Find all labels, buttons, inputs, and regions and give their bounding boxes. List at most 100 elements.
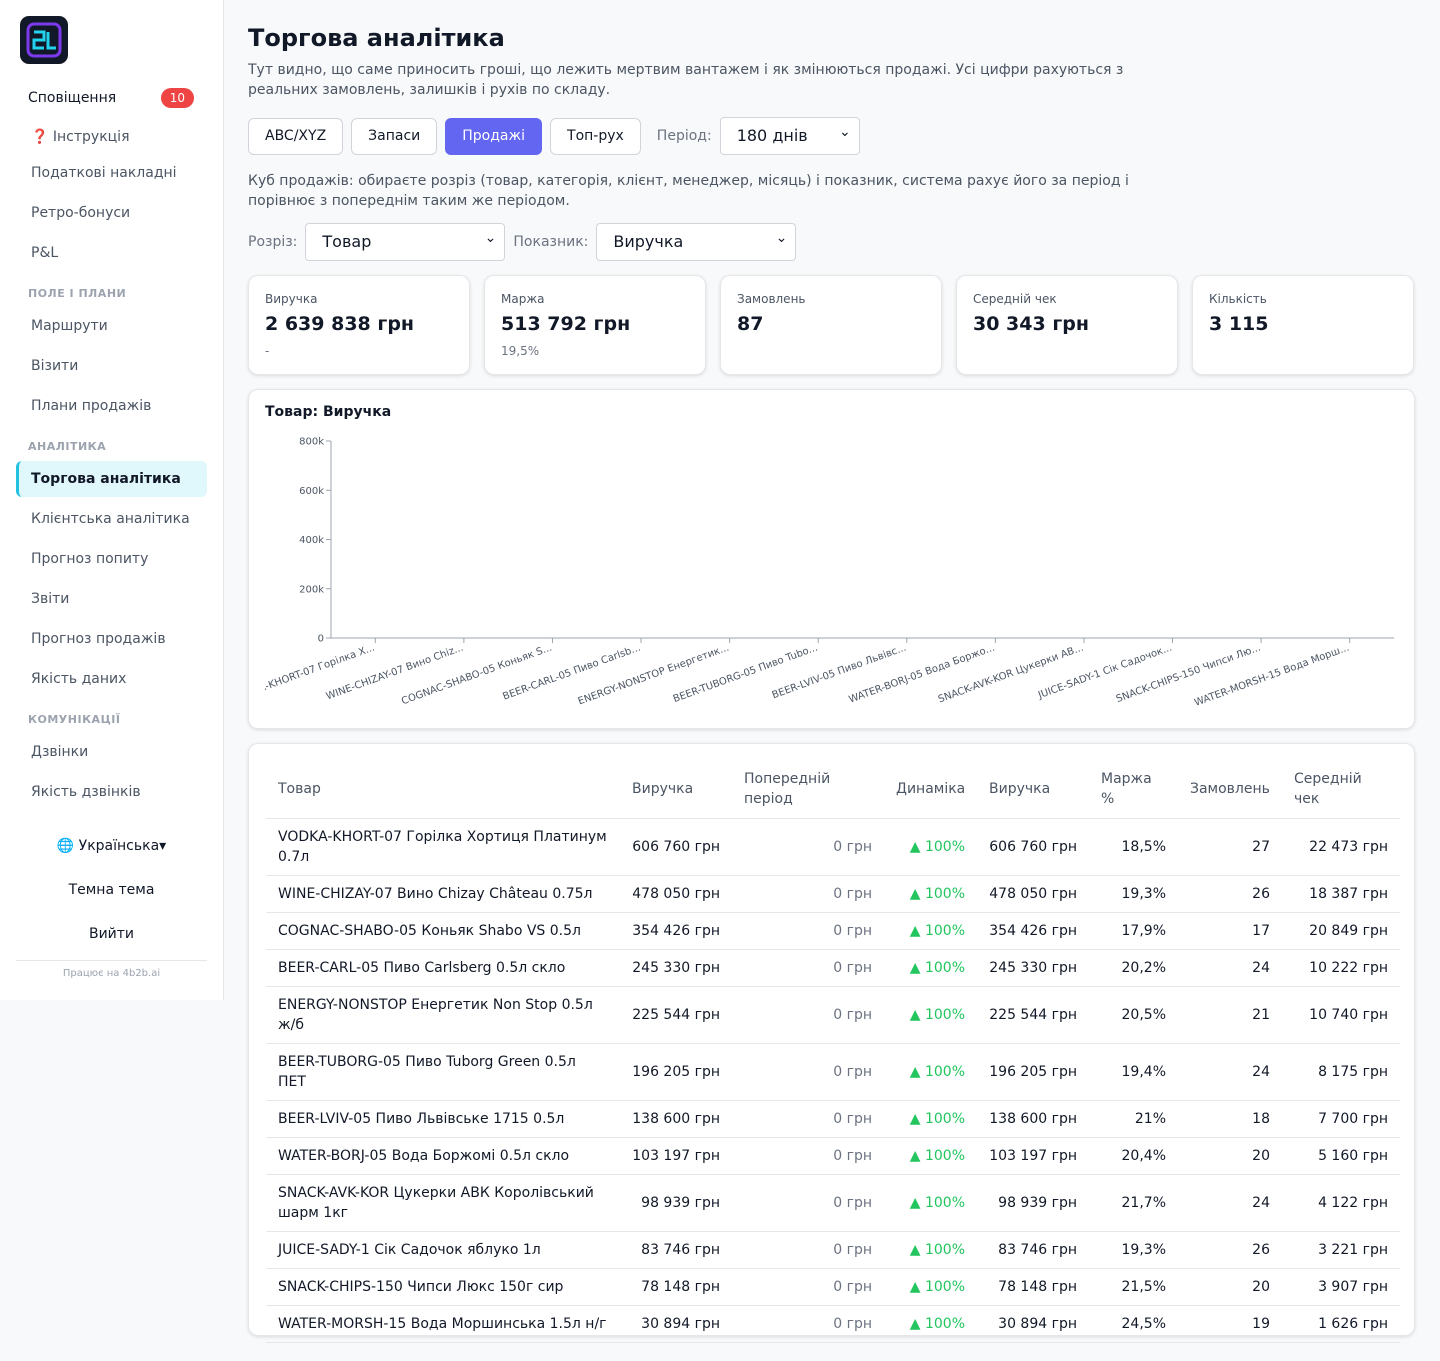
table-cell: 19,4% bbox=[1089, 1043, 1178, 1101]
table-row: WINE-CHIZAY-07 Вино Chizay Château 0.75л… bbox=[266, 875, 1400, 913]
kpi-value: 2 639 838 грн bbox=[265, 313, 415, 335]
table-cell: 83 746 грн bbox=[620, 1231, 732, 1269]
table-cell: ▲ 100% bbox=[884, 1043, 977, 1101]
table-cell: COGNAC-SHABO-05 Коньяк Shabo VS 0.5л bbox=[266, 912, 620, 950]
table-cell: 0 грн bbox=[732, 1231, 884, 1269]
nav-item[interactable]: Плани продажів bbox=[31, 398, 152, 414]
divider bbox=[16, 960, 207, 961]
kpi-card: Виручка 2 639 838 грн - bbox=[248, 275, 470, 375]
cube-controls: Розріз: Товар Показник: Виручка bbox=[248, 220, 797, 261]
table-cell: 26 bbox=[1178, 1231, 1282, 1269]
table-cell: 0 грн bbox=[732, 1174, 884, 1232]
nav-item[interactable]: ❓ Інструкція bbox=[31, 129, 130, 145]
nav-item[interactable]: P&L bbox=[31, 245, 59, 261]
cube-description: Куб продажів: обираєте розріз (товар, ка… bbox=[248, 173, 1129, 209]
table-cell: 103 197 грн bbox=[977, 1137, 1089, 1175]
x-tick-label: SNACK-CHIPS-150 Чипси Лю... bbox=[1115, 642, 1262, 705]
nav-item[interactable]: Маршрути bbox=[31, 318, 108, 334]
theme-toggle[interactable]: Темна тема bbox=[68, 882, 155, 898]
table-cell: 0 грн bbox=[732, 1100, 884, 1138]
table-cell: ▲ 100% bbox=[884, 986, 977, 1044]
kpi-value: 3 115 bbox=[1209, 313, 1269, 335]
table-cell: 225 544 грн bbox=[620, 986, 732, 1044]
table-cell: 19,3% bbox=[1089, 875, 1178, 913]
table-cell: JUICE-SADY-1 Сік Садочок яблуко 1л bbox=[266, 1231, 620, 1269]
table-cell: 98 939 грн bbox=[620, 1174, 732, 1232]
nav-section-title: ПОЛЕ І ПЛАНИ bbox=[28, 287, 127, 300]
language[interactable]: 🌐 Українська▾ bbox=[56, 838, 167, 854]
slice-select[interactable]: Товар bbox=[305, 220, 506, 261]
table-row: COGNAC-SHABO-05 Коньяк Shabo VS 0.5л 354 … bbox=[266, 912, 1400, 950]
period-select[interactable]: 180 днів bbox=[719, 114, 860, 155]
nav-item[interactable]: Якість даних bbox=[31, 671, 127, 687]
x-tick-label: VODKA-KHORT-07 Горілка Х... bbox=[265, 642, 376, 705]
tab[interactable]: Продажі bbox=[445, 117, 543, 155]
sidebar-actions: 🌐 Українська▾ Темна тема Вийти bbox=[16, 826, 207, 958]
nav-item[interactable]: Звіти bbox=[31, 591, 70, 607]
kpi-row: Виручка 2 639 838 грн - Маржа 513 792 грн 19,… bbox=[248, 275, 1414, 375]
table-cell: 196 205 грн bbox=[620, 1043, 732, 1101]
page-description: Тут видно, що саме приносить гроші, що л… bbox=[248, 62, 1124, 98]
kpi-label: Середній чек bbox=[973, 292, 1057, 306]
table-cell: 20,5% bbox=[1089, 986, 1178, 1044]
nav-item[interactable]: Дзвінки bbox=[31, 744, 89, 760]
table-cell: SNACK-AVK-KOR Цукерки АВК Королівський ш… bbox=[266, 1174, 620, 1232]
period-label: Період: bbox=[656, 128, 712, 144]
nav-item[interactable]: Податкові накладні bbox=[31, 165, 177, 181]
table-cell: 103 197 грн bbox=[620, 1137, 732, 1175]
nav-item[interactable]: Прогноз попиту bbox=[31, 551, 149, 567]
footer: Працює на 4b2b.ai bbox=[62, 968, 161, 979]
nav-item[interactable]: Прогноз продажів bbox=[31, 631, 166, 647]
kpi-label: Виручка bbox=[265, 292, 318, 306]
y-tick-label: 0 bbox=[318, 634, 324, 645]
nav-item[interactable]: Якість дзвінків bbox=[31, 784, 141, 800]
table-row: BEER-TUBORG-05 Пиво Tuborg Green 0.5л ПЕ… bbox=[266, 1043, 1400, 1101]
chart: Товар: Виручка 0 200k 400k 600k 800k VODKA-KH… bbox=[265, 404, 1394, 709]
nav-item[interactable]: Клієнтська аналітика bbox=[31, 511, 190, 527]
table-cell: 606 760 грн bbox=[620, 818, 732, 876]
metric-select[interactable]: Виручка bbox=[596, 220, 797, 261]
table-cell: 22 473 грн bbox=[1282, 818, 1400, 876]
table-row: BEER-CARL-05 Пиво Carlsberg 0.5л скло 245… bbox=[266, 949, 1400, 987]
table-cell: 138 600 грн bbox=[977, 1100, 1089, 1138]
table-cell: ▲ 100% bbox=[884, 875, 977, 913]
table-cell: 478 050 грн bbox=[977, 875, 1089, 913]
tab[interactable]: ABC/XYZ bbox=[248, 117, 344, 155]
nav-item[interactable]: Візити bbox=[31, 358, 79, 374]
table-cell: BEER-TUBORG-05 Пиво Tuborg Green 0.5л ПЕ… bbox=[266, 1043, 620, 1101]
column-header: Маржа % bbox=[1089, 761, 1178, 819]
table-cell: 245 330 грн bbox=[977, 949, 1089, 987]
table-cell: 0 грн bbox=[732, 986, 884, 1044]
chart-title: Товар: Виручка bbox=[265, 404, 391, 420]
tab[interactable]: Запаси bbox=[351, 117, 438, 155]
column-header: Динаміка bbox=[884, 761, 977, 819]
nav-item[interactable]: Ретро-бонуси bbox=[31, 205, 131, 221]
table-cell: 5 160 грн bbox=[1282, 1137, 1400, 1175]
table-cell: 0 грн bbox=[732, 1268, 884, 1306]
table-cell: 17,9% bbox=[1089, 912, 1178, 950]
table-header: Товар Виручка Попередній період Динаміка Вир… bbox=[266, 761, 1400, 819]
table-cell: 0 грн bbox=[732, 912, 884, 950]
table-cell: 606 760 грн bbox=[977, 818, 1089, 876]
table-cell: WINE-CHIZAY-07 Вино Chizay Château 0.75л bbox=[266, 875, 620, 913]
table-cell: ENERGY-NONSTOP Енергетик Non Stop 0.5л ж… bbox=[266, 986, 620, 1044]
table-cell: 0 грн bbox=[732, 949, 884, 987]
table-cell: 30 894 грн bbox=[620, 1305, 732, 1343]
logo-icon bbox=[26, 22, 62, 58]
nav-section-title: АНАЛІТИКА bbox=[28, 440, 107, 453]
table-cell: 18 bbox=[1178, 1100, 1282, 1138]
table-row: ENERGY-NONSTOP Енергетик Non Stop 0.5л ж… bbox=[266, 986, 1400, 1044]
logo[interactable] bbox=[20, 16, 68, 64]
table-cell: BEER-LVIV-05 Пиво Львівське 1715 0.5л bbox=[266, 1100, 620, 1138]
table-cell: 19,3% bbox=[1089, 1231, 1178, 1269]
notifications[interactable]: Сповіщення 10 bbox=[16, 78, 207, 118]
kpi-label: Кількість bbox=[1209, 292, 1267, 306]
table-cell: 20 849 грн bbox=[1282, 912, 1400, 950]
nav-item[interactable]: Торгова аналітика bbox=[16, 461, 207, 497]
tab[interactable]: Топ-рух bbox=[550, 117, 641, 155]
table-cell: 83 746 грн bbox=[977, 1231, 1089, 1269]
logout[interactable]: Вийти bbox=[88, 926, 135, 942]
x-tick-label: ENERGY-NONSTOP Енергетик... bbox=[577, 642, 731, 707]
y-tick-label: 200k bbox=[299, 584, 324, 595]
